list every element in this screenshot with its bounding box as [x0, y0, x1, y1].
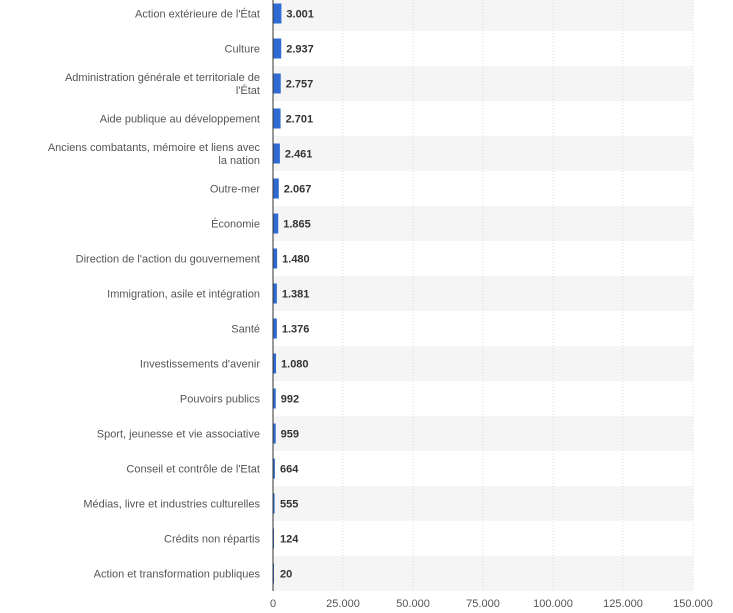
x-tick-label: 75.000: [466, 598, 500, 610]
x-tick-label: 150.000: [673, 598, 713, 610]
category-label: Conseil et contrôle de l'Etat: [126, 464, 260, 476]
row-bands: [273, 0, 693, 591]
category-label: Anciens combatants, mémoire et liens ave…: [48, 142, 261, 167]
bar: [273, 108, 281, 129]
x-tick-label: 0: [270, 598, 276, 610]
category-label: Immigration, asile et intégration: [107, 289, 260, 301]
bar: [273, 318, 277, 339]
value-label: 1.480: [282, 254, 310, 266]
value-label: 1.381: [282, 289, 310, 301]
value-label: 20: [280, 569, 292, 581]
category-label: Santé: [231, 324, 260, 336]
category-labels: Action extérieure de l'État Culture Admini…: [48, 8, 261, 581]
row-band: [273, 416, 693, 451]
bar: [273, 73, 281, 94]
value-label: 959: [281, 429, 299, 441]
bar: [273, 178, 279, 199]
value-label: 2.701: [286, 114, 314, 126]
x-tick-label: 100.000: [533, 598, 573, 610]
row-band: [273, 66, 693, 101]
category-label: Outre-mer: [210, 184, 260, 196]
category-label: Action extérieure de l'État: [135, 8, 260, 21]
value-label: 1.865: [283, 219, 311, 231]
value-label: 124: [280, 534, 299, 546]
value-label: 1.080: [281, 359, 309, 371]
value-label: 3.001: [286, 9, 314, 21]
bar: [273, 423, 276, 444]
value-label: 2.067: [284, 184, 312, 196]
value-label: 555: [280, 499, 298, 511]
bar: [273, 353, 277, 374]
bar: [273, 388, 276, 409]
bar: [273, 493, 275, 514]
bars: [273, 3, 282, 584]
category-label: Économie: [211, 218, 260, 231]
category-label: Investissements d'avenir: [140, 359, 260, 371]
bar: [273, 38, 282, 59]
gridlines: [342, 0, 694, 591]
value-labels: 3.001 2.937 2.757 2.701 2.461 2.067 1.865 1.480…: [280, 9, 314, 581]
category-label: Pouvoirs publics: [180, 394, 261, 406]
bar: [273, 213, 279, 234]
category-label: Sport, jeunesse et vie associative: [97, 429, 260, 441]
value-label: 2.937: [286, 44, 314, 56]
row-band: [273, 486, 693, 521]
category-label: Aide publique au développement: [100, 114, 260, 126]
category-label: Crédits non répartis: [164, 534, 260, 546]
x-tick-label: 125.000: [603, 598, 643, 610]
x-tick-label: 50.000: [396, 598, 430, 610]
bar: [273, 143, 280, 164]
category-label: Culture: [225, 44, 260, 56]
category-label: Action et transformation publiques: [94, 569, 261, 581]
bar: [273, 248, 278, 269]
value-label: 992: [281, 394, 299, 406]
bar: [273, 3, 282, 24]
x-axis-ticks: 0 25.000 50.000 75.000 100.000 125.000 150.000: [270, 598, 713, 610]
category-label: Administration générale et territoriale …: [65, 72, 260, 97]
bar: [273, 283, 277, 304]
category-label: Médias, livre et industries culturelles: [83, 499, 260, 511]
category-label: Direction de l'action du gouvernement: [76, 254, 260, 266]
value-label: 2.461: [285, 149, 313, 161]
bar: [273, 458, 275, 479]
row-band: [273, 206, 693, 241]
x-tick-label: 25.000: [326, 598, 360, 610]
row-band: [273, 276, 693, 311]
value-label: 664: [280, 464, 299, 476]
value-label: 2.757: [286, 79, 314, 91]
value-label: 1.376: [282, 324, 310, 336]
